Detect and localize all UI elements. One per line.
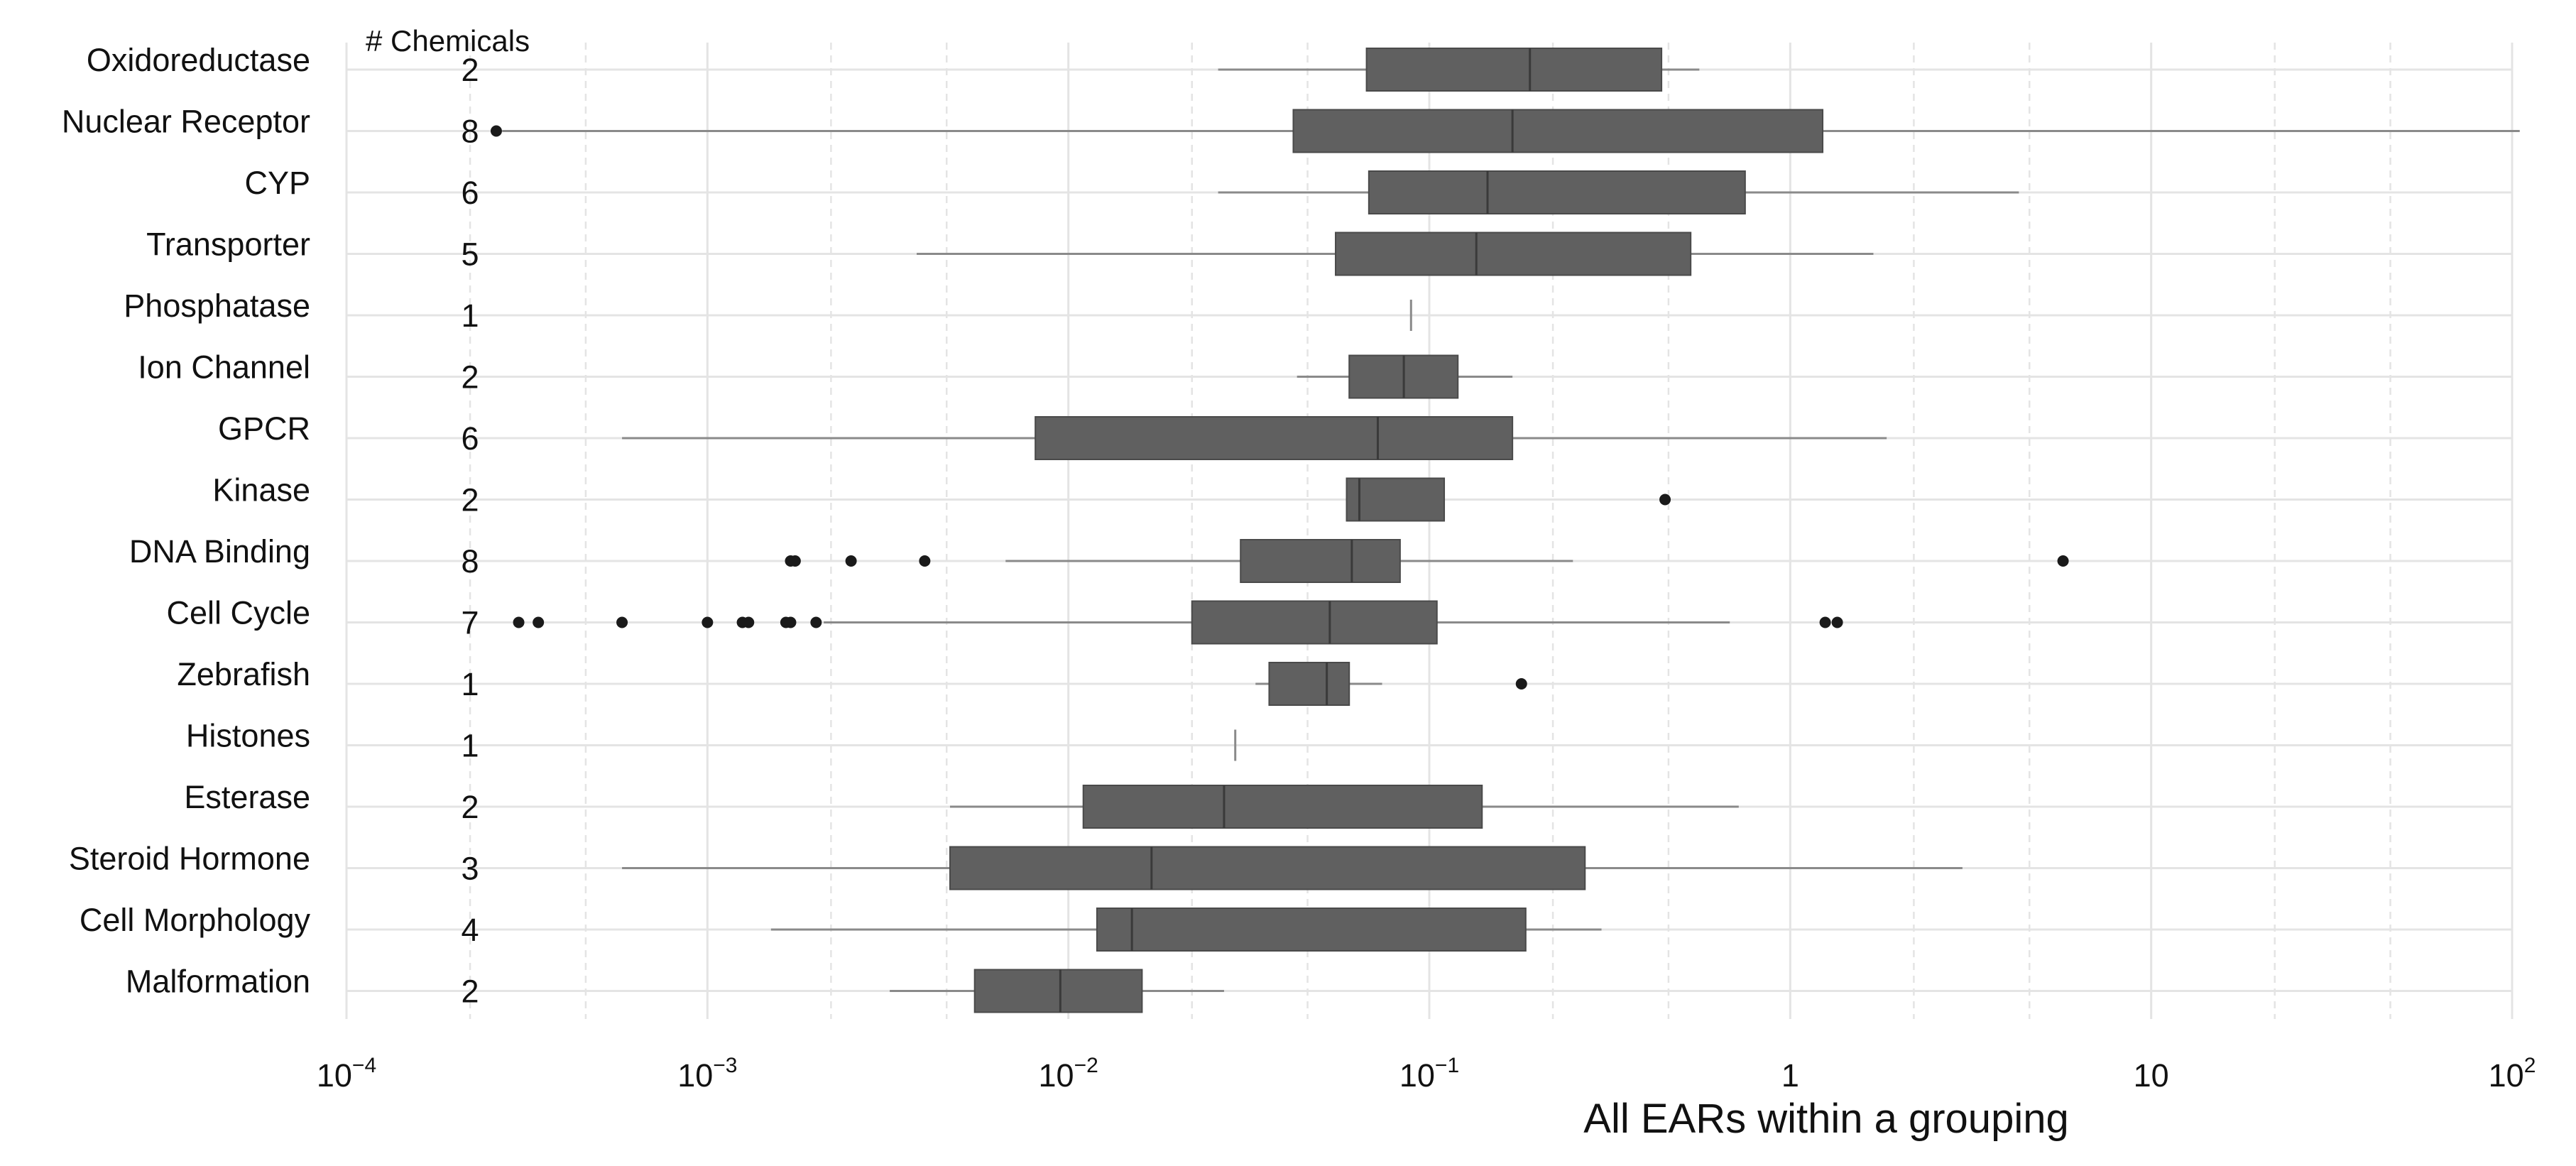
iqr-box [1346, 477, 1446, 522]
category-label: Kinase [212, 472, 310, 508]
iqr-box [973, 969, 1143, 1013]
count-header: # Chemicals [366, 24, 530, 58]
category-label: Esterase [184, 779, 310, 815]
chemical-count: 8 [461, 543, 479, 579]
chemical-count: 2 [461, 359, 479, 396]
chemical-count: 7 [461, 605, 479, 641]
outlier-point [702, 616, 714, 628]
x-tick-exponent: −4 [352, 1054, 376, 1077]
x-tick-label: 1 [1781, 1057, 1799, 1094]
category-label: Histones [186, 718, 310, 754]
x-tick-label: 10−2 [1039, 1054, 1098, 1094]
outlier-point [1659, 494, 1671, 506]
x-tick-exponent: −2 [1074, 1054, 1098, 1077]
outlier-point [513, 616, 525, 628]
chemical-count: 2 [461, 974, 479, 1010]
x-tick-label: 10 [2134, 1057, 2169, 1094]
iqr-box [949, 846, 1586, 890]
category-label: Steroid Hormone [69, 841, 310, 877]
chemical-count: 6 [461, 420, 479, 457]
chemical-count: 2 [461, 52, 479, 88]
category-label: Ion Channel [138, 349, 310, 386]
iqr-box [1365, 48, 1663, 92]
x-axis-title: All EARs within a grouping [1583, 1096, 2068, 1142]
outlier-point [1819, 616, 1831, 628]
axis-layer: # Chemicals All EARs within a grouping 1… [317, 24, 2536, 1142]
x-tick-exponent: −3 [713, 1054, 737, 1077]
category-label: CYP [244, 165, 310, 201]
chemical-count: 1 [461, 298, 479, 334]
outlier-point [845, 555, 857, 567]
x-tick-exponent: −1 [1435, 1054, 1459, 1077]
iqr-box [1368, 170, 1746, 214]
iqr-box [1240, 539, 1401, 583]
category-label: DNA Binding [129, 533, 310, 570]
outlier-point [1515, 678, 1527, 690]
chemical-count: 1 [461, 728, 479, 764]
category-label: GPCR [218, 410, 310, 447]
outlier-point [1831, 616, 1843, 628]
outlier-point [2057, 555, 2069, 567]
x-tick-label: 10−4 [317, 1054, 376, 1094]
chemical-count: 3 [461, 851, 479, 887]
outlier-point [919, 555, 931, 567]
outlier-point [743, 616, 755, 628]
chemical-count: 6 [461, 175, 479, 211]
category-label: Nuclear Receptor [62, 104, 310, 140]
outlier-point [785, 616, 797, 628]
iqr-box [1191, 600, 1438, 645]
x-tick-label: 10−3 [677, 1054, 737, 1094]
iqr-box [1292, 109, 1824, 153]
category-label: Oxidoreductase [87, 42, 310, 78]
x-tick-label: 10−1 [1399, 1054, 1459, 1094]
iqr-box [1035, 416, 1514, 460]
outlier-point [616, 616, 628, 628]
x-tick-label: 102 [2489, 1054, 2536, 1094]
chemical-count: 4 [461, 912, 479, 948]
outlier-point [490, 125, 502, 137]
category-label: Transporter [146, 227, 310, 263]
category-label: Cell Cycle [166, 595, 310, 631]
label-layer: Oxidoreductase 2 Nuclear Receptor 8 CYP 6 Tran… [62, 42, 479, 1010]
iqr-box [1082, 785, 1483, 829]
chemical-count: 2 [461, 482, 479, 518]
iqr-box [1335, 231, 1692, 276]
category-label: Malformation [126, 964, 310, 1000]
chemical-count: 8 [461, 114, 479, 150]
chemical-count: 1 [461, 666, 479, 702]
x-tick-exponent: 2 [2524, 1054, 2536, 1077]
chemical-count: 2 [461, 789, 479, 825]
outlier-point [789, 555, 801, 567]
outlier-point [533, 616, 545, 628]
category-label: Cell Morphology [80, 902, 311, 938]
category-label: Phosphatase [124, 288, 310, 324]
iqr-box [1096, 908, 1527, 952]
outlier-point [810, 616, 822, 628]
category-label: Zebrafish [177, 656, 310, 692]
iqr-box [1268, 662, 1350, 706]
chemical-count: 5 [461, 236, 479, 273]
box-layer [490, 48, 2520, 1013]
